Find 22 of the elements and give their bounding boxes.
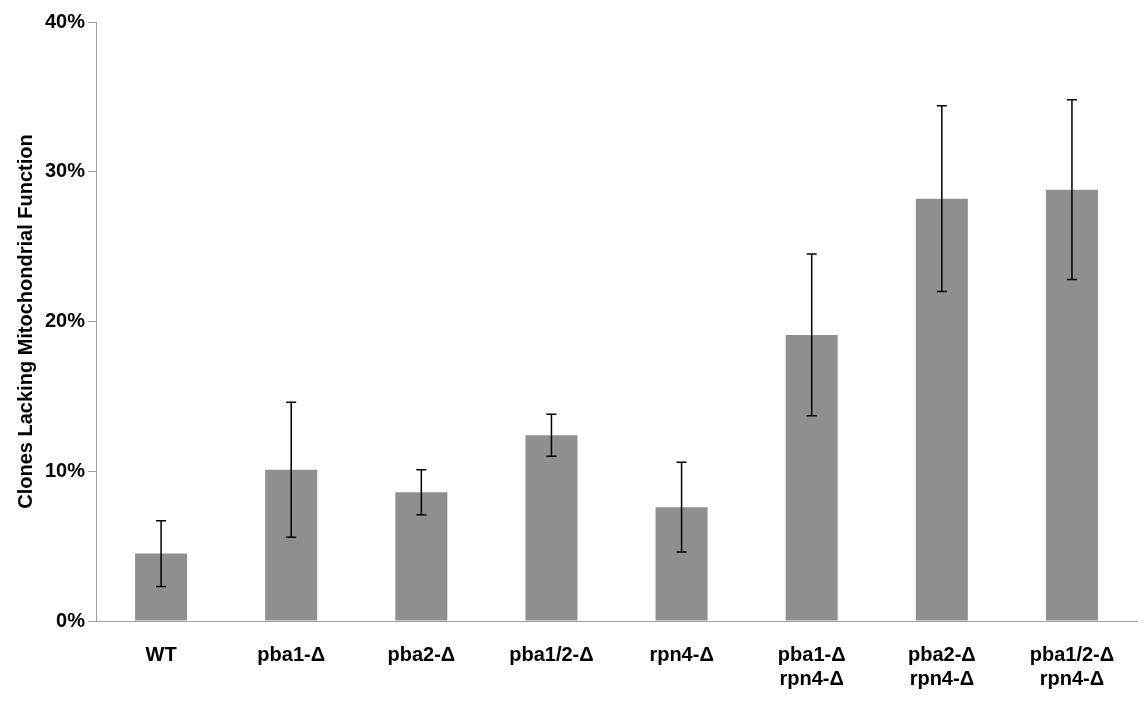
bar	[265, 469, 318, 621]
x-tick-label: pba1/2-Δ	[509, 642, 594, 665]
x-tick-label: pba1-Δ rpn4-Δ	[777, 642, 846, 689]
y-axis-title: Clones Lacking Mitochondrial Function	[13, 134, 36, 509]
bar	[135, 553, 188, 621]
bar	[655, 507, 708, 621]
x-tick-label: pba2-Δ rpn4-Δ	[907, 642, 976, 689]
y-tick-label: 20%	[45, 309, 86, 332]
y-tick-label: 10%	[45, 458, 86, 481]
y-tick-label: 40%	[45, 9, 86, 32]
bar	[1045, 189, 1098, 621]
bar	[525, 435, 578, 621]
bar	[395, 492, 448, 621]
y-tick-label: 0%	[56, 608, 86, 631]
bar	[915, 198, 968, 621]
x-tick-label: pba1-Δ	[257, 642, 326, 665]
y-tick-label: 30%	[45, 159, 86, 182]
x-tick-label: WT	[145, 642, 177, 665]
x-tick-label: pba1/2-Δ rpn4-Δ	[1029, 642, 1115, 689]
bar	[785, 334, 838, 621]
x-tick-label: pba2-Δ	[387, 642, 456, 665]
x-tick-label: rpn4-Δ	[649, 642, 714, 665]
